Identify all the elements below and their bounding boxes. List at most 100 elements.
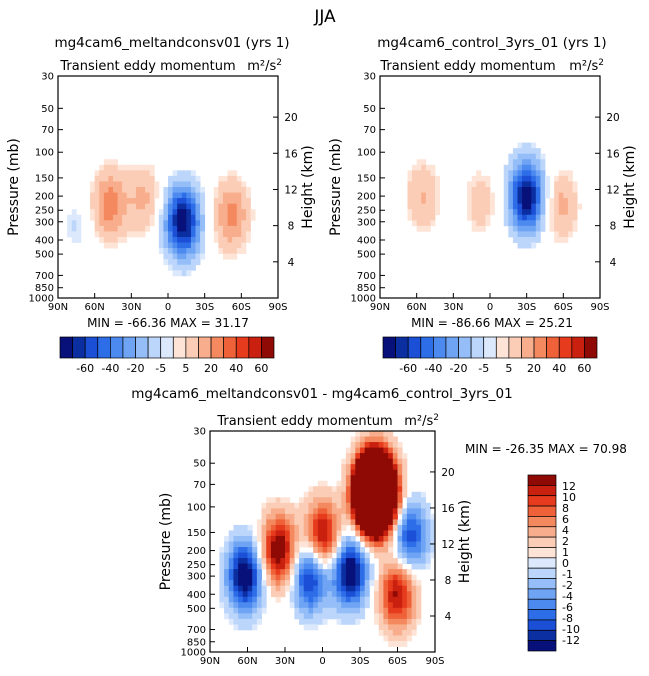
contour-cell <box>522 198 528 205</box>
colorbar-swatch <box>533 336 547 359</box>
contour-cell <box>181 259 187 266</box>
contour-cell <box>126 214 132 221</box>
contour-cell <box>213 236 219 243</box>
contour-cell <box>355 563 361 570</box>
y-tick-label: 200 <box>35 192 54 203</box>
contour-cell <box>558 220 564 227</box>
contour-cell <box>223 198 228 205</box>
contour-cell <box>412 220 418 227</box>
contour-cell <box>71 225 77 232</box>
contour-cell <box>512 192 518 199</box>
contour-cell <box>270 585 277 592</box>
contour-cell <box>313 602 319 609</box>
contour-cell <box>407 175 413 182</box>
contour-cell <box>402 530 408 537</box>
contour-cell <box>228 552 234 559</box>
contour-cell <box>531 142 537 149</box>
contour-cell <box>313 508 319 515</box>
contour-cell <box>149 198 155 205</box>
contour-cell <box>227 181 233 188</box>
contour-cell <box>303 607 309 614</box>
colorbar-swatch <box>470 336 485 359</box>
colorbar-label: 6 <box>562 513 569 526</box>
x-tick-label: 90N <box>200 656 220 667</box>
contour-cell <box>331 513 337 520</box>
contour-cell <box>526 164 532 171</box>
contour-cell <box>270 574 277 581</box>
contour-cell <box>103 231 109 238</box>
contour-cell <box>322 497 328 504</box>
colorbar-swatch <box>382 336 396 359</box>
contour-cell <box>122 187 128 193</box>
contour-cell <box>526 231 532 238</box>
contour-cell <box>317 618 323 625</box>
contour-cell <box>308 591 314 598</box>
contour-cell <box>341 535 347 542</box>
contour-cell <box>122 209 128 216</box>
contour-cell <box>531 175 537 182</box>
contour-cell <box>374 480 380 487</box>
contour-cell <box>485 214 491 221</box>
contour-cell <box>232 209 238 216</box>
colorbar-swatch <box>527 567 557 579</box>
contour-cell <box>275 563 281 570</box>
contour-cell <box>554 236 560 243</box>
contour-cell <box>531 164 537 171</box>
contour-cell <box>322 585 328 592</box>
contour-cell <box>388 497 394 504</box>
contour-cell <box>430 192 436 199</box>
contour-cell <box>421 187 427 193</box>
contour-cell <box>313 502 319 509</box>
contour-cell <box>397 607 403 614</box>
contour-cell <box>303 552 309 559</box>
contour-cell <box>327 524 333 531</box>
colorbar-swatch <box>527 495 557 507</box>
contour-cell <box>113 236 118 243</box>
contour-cell <box>233 535 239 542</box>
contour-cell <box>512 214 518 221</box>
contour-cell <box>406 541 412 548</box>
contour-cell <box>331 613 337 620</box>
contour-cell <box>355 547 361 553</box>
colorbar-swatch <box>527 640 557 652</box>
contour-cell <box>158 214 164 221</box>
y-tick-label: 200 <box>187 546 206 557</box>
contour-cell <box>241 225 247 232</box>
contour-cell <box>388 442 394 448</box>
contour-cell <box>103 192 109 199</box>
contour-cell <box>71 209 77 216</box>
contour-cell <box>364 552 370 559</box>
colorbar-swatch <box>527 609 557 621</box>
contour-cell <box>517 209 523 216</box>
contour-cell <box>256 574 262 581</box>
colorbar-swatch <box>508 336 522 359</box>
contour-cell <box>126 231 132 238</box>
contour-cell <box>392 464 398 471</box>
contour-cell <box>378 458 384 465</box>
contour-cell <box>411 502 417 509</box>
contour-cell <box>369 513 375 520</box>
contour-cell <box>131 192 137 199</box>
contour-cell <box>517 203 523 210</box>
contour-cell <box>369 574 375 581</box>
contour-cell <box>99 231 105 238</box>
colorbar-swatch <box>122 336 136 359</box>
x-tick-label: 60N <box>237 656 257 667</box>
contour-cell <box>355 458 361 465</box>
contour-cell <box>480 214 486 221</box>
contour-cell <box>94 175 100 182</box>
contour-cell <box>308 585 314 592</box>
contour-cell <box>374 618 380 625</box>
contour-cell <box>117 225 123 232</box>
contour-cell <box>378 574 384 581</box>
contour-cell <box>392 580 398 587</box>
contour-cell <box>350 541 356 548</box>
contour-cell <box>213 192 219 199</box>
contour-cell <box>195 209 201 216</box>
contour-cell <box>397 447 403 454</box>
contour-cell <box>145 220 151 227</box>
contour-cell <box>238 580 244 587</box>
contour-cell <box>131 164 137 171</box>
contour-cell <box>177 220 183 227</box>
contour-cell <box>241 214 247 221</box>
